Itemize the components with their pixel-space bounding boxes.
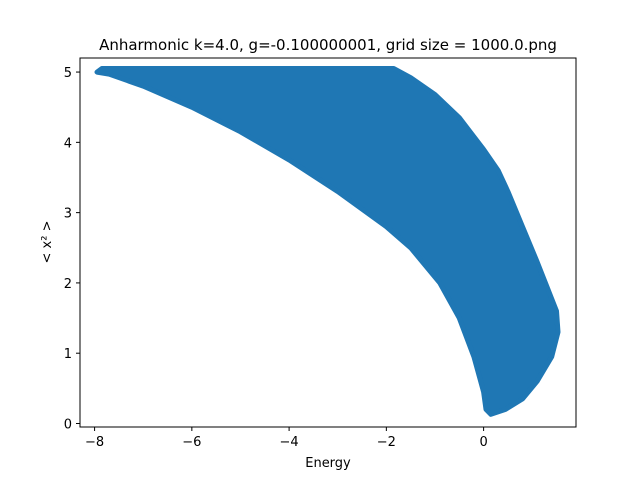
x-axis-label: Energy <box>305 456 351 471</box>
y-tick-label: 5 <box>64 66 72 81</box>
x-axis: −8 −6 −4 −2 0 <box>85 427 488 450</box>
x-tick-label: −2 <box>377 435 396 450</box>
x-tick-label: −8 <box>85 435 104 450</box>
x-tick-label: −6 <box>182 435 201 450</box>
data-region-series-0 <box>97 69 558 415</box>
x-tick-label: 0 <box>479 435 487 450</box>
y-tick-label: 1 <box>64 347 72 362</box>
plot-area <box>97 69 558 415</box>
y-axis-label: < x² > <box>40 221 55 264</box>
y-tick-label: 2 <box>64 277 72 292</box>
y-tick-label: 3 <box>64 207 72 222</box>
x-tick-label: −4 <box>280 435 299 450</box>
y-tick-label: 0 <box>64 417 72 432</box>
y-axis: 0 1 2 3 4 5 <box>64 66 80 432</box>
y-tick-label: 4 <box>64 136 72 151</box>
chart-title: Anharmonic k=4.0, g=-0.100000001, grid s… <box>99 36 557 54</box>
